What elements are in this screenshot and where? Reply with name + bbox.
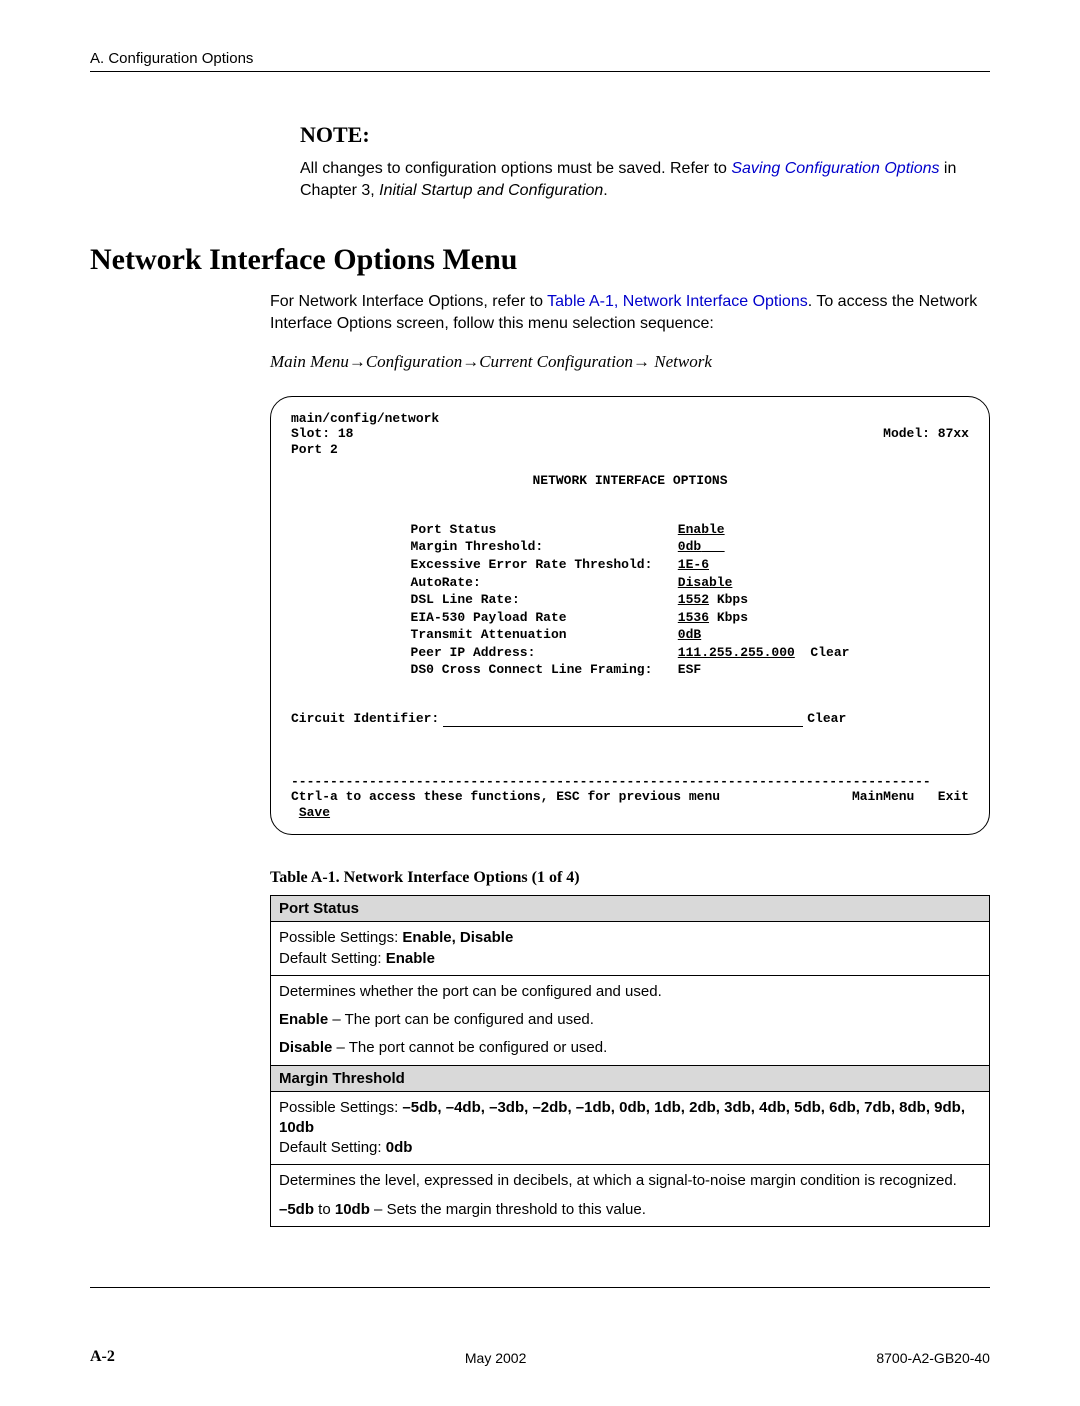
desc-text: Determines whether the port can be confi… bbox=[279, 982, 981, 1002]
path-b: Configuration bbox=[366, 352, 462, 371]
note-text3: . bbox=[603, 182, 607, 199]
opt-label: DSL Line Rate: bbox=[411, 592, 676, 608]
term-path: main/config/network bbox=[291, 411, 969, 427]
opt-value[interactable]: 111.255.255.000 Clear bbox=[678, 645, 850, 661]
table-link[interactable]: Table A-1, Network Interface Options bbox=[547, 293, 808, 310]
table-cell: Possible Settings: Enable, Disable Defau… bbox=[271, 922, 990, 976]
exit-link[interactable]: Exit bbox=[938, 789, 969, 804]
footer-date: May 2002 bbox=[465, 1350, 526, 1366]
settings-value: Enable, Disable bbox=[402, 929, 513, 946]
path-d: Network bbox=[654, 352, 712, 371]
section-intro: For Network Interface Options, refer to … bbox=[270, 291, 990, 336]
intro-text: For Network Interface Options, refer to bbox=[270, 293, 547, 310]
options-table: Port Status Possible Settings: Enable, D… bbox=[270, 895, 990, 1227]
header-breadcrumb: A. Configuration Options bbox=[90, 50, 990, 67]
save-link[interactable]: Save bbox=[299, 805, 330, 820]
footer: A-2 May 2002 8700-A2-GB20-40 bbox=[90, 1348, 990, 1366]
opt-value[interactable]: 1536 Kbps bbox=[678, 610, 850, 626]
footer-rule bbox=[90, 1287, 990, 1288]
opt-value[interactable]: 0dB bbox=[678, 627, 850, 643]
table-cell: Possible Settings: –5db, –4db, –3db, –2d… bbox=[271, 1091, 990, 1165]
note-text: All changes to configuration options mus… bbox=[300, 160, 731, 177]
port-value: 2 bbox=[330, 442, 338, 457]
option-desc: – The port cannot be configured or used. bbox=[332, 1039, 607, 1056]
opt-label: Excessive Error Rate Threshold: bbox=[411, 557, 676, 573]
term-options: Port Status Enable Margin Threshold: 0db… bbox=[409, 504, 852, 680]
model-label: Model: bbox=[883, 426, 930, 441]
circuit-clear[interactable]: Clear bbox=[807, 711, 846, 727]
opt-value[interactable]: 1E-6 bbox=[678, 557, 850, 573]
range-desc: – Sets the margin threshold to this valu… bbox=[370, 1201, 646, 1218]
default-label: Default Setting: bbox=[279, 950, 386, 967]
option-name: Disable bbox=[279, 1039, 332, 1056]
opt-label: DS0 Cross Connect Line Framing: bbox=[411, 662, 676, 678]
opt-label: Margin Threshold: bbox=[411, 539, 676, 555]
term-help: Ctrl-a to access these functions, ESC fo… bbox=[291, 789, 720, 805]
row-header: Port Status bbox=[271, 896, 990, 922]
range-low: –5db bbox=[279, 1201, 314, 1218]
path-c: Current Configuration bbox=[479, 352, 633, 371]
menu-path: Main Menu→Configuration→Current Configur… bbox=[270, 352, 990, 372]
section-title: Network Interface Options Menu bbox=[90, 243, 990, 277]
option-desc: – The port can be configured and used. bbox=[328, 1011, 594, 1028]
note-italic: Initial Startup and Configuration bbox=[379, 182, 603, 199]
row-header: Margin Threshold bbox=[271, 1065, 990, 1091]
header-rule bbox=[90, 71, 990, 72]
opt-label: Port Status bbox=[411, 522, 676, 538]
note-link[interactable]: Saving Configuration Options bbox=[731, 160, 939, 177]
page: A. Configuration Options NOTE: All chang… bbox=[0, 0, 1080, 1406]
opt-value[interactable]: 0db bbox=[678, 539, 850, 555]
opt-value[interactable]: ESF bbox=[678, 662, 850, 678]
terminal-screen: main/config/networkSlot: 18 Model: 87xx Po… bbox=[270, 396, 990, 836]
path-a: Main Menu bbox=[270, 352, 349, 371]
default-value: 0db bbox=[386, 1139, 413, 1156]
opt-label: EIA-530 Payload Rate bbox=[411, 610, 676, 626]
page-number: A-2 bbox=[90, 1348, 115, 1366]
range-mid: to bbox=[314, 1201, 335, 1218]
table-caption: Table A-1. Network Interface Options (1 … bbox=[270, 869, 990, 887]
opt-label: Peer IP Address: bbox=[411, 645, 676, 661]
port-label: Port bbox=[291, 442, 322, 457]
range-high: 10db bbox=[335, 1201, 370, 1218]
settings-label: Possible Settings: bbox=[279, 929, 402, 946]
opt-label: AutoRate: bbox=[411, 575, 676, 591]
option-name: Enable bbox=[279, 1011, 328, 1028]
default-value: Enable bbox=[386, 950, 435, 967]
model-value: 87xx bbox=[938, 426, 969, 441]
opt-value[interactable]: 1552 Kbps bbox=[678, 592, 850, 608]
note-body: All changes to configuration options mus… bbox=[300, 158, 990, 203]
opt-value[interactable]: Disable bbox=[678, 575, 850, 591]
slot-label: Slot: bbox=[291, 426, 330, 441]
default-label: Default Setting: bbox=[279, 1139, 386, 1156]
term-title: NETWORK INTERFACE OPTIONS bbox=[291, 473, 969, 489]
desc-text: Determines the level, expressed in decib… bbox=[279, 1171, 981, 1191]
circuit-input[interactable] bbox=[443, 713, 803, 727]
divider-dash: ----------------------------------------… bbox=[291, 774, 969, 790]
mainmenu-link[interactable]: MainMenu bbox=[852, 789, 914, 804]
circuit-row: Circuit Identifier: Clear bbox=[291, 711, 969, 727]
settings-label: Possible Settings: bbox=[279, 1099, 402, 1116]
footer-doc: 8700-A2-GB20-40 bbox=[876, 1350, 990, 1366]
circuit-label: Circuit Identifier: bbox=[291, 711, 439, 727]
table-cell: Determines the level, expressed in decib… bbox=[271, 1165, 990, 1227]
note-title: NOTE: bbox=[300, 122, 990, 148]
table-cell: Determines whether the port can be confi… bbox=[271, 975, 990, 1065]
opt-label: Transmit Attenuation bbox=[411, 627, 676, 643]
slot-value: 18 bbox=[338, 426, 354, 441]
opt-value[interactable]: Enable bbox=[678, 522, 850, 538]
note-block: NOTE: All changes to configuration optio… bbox=[300, 122, 990, 203]
